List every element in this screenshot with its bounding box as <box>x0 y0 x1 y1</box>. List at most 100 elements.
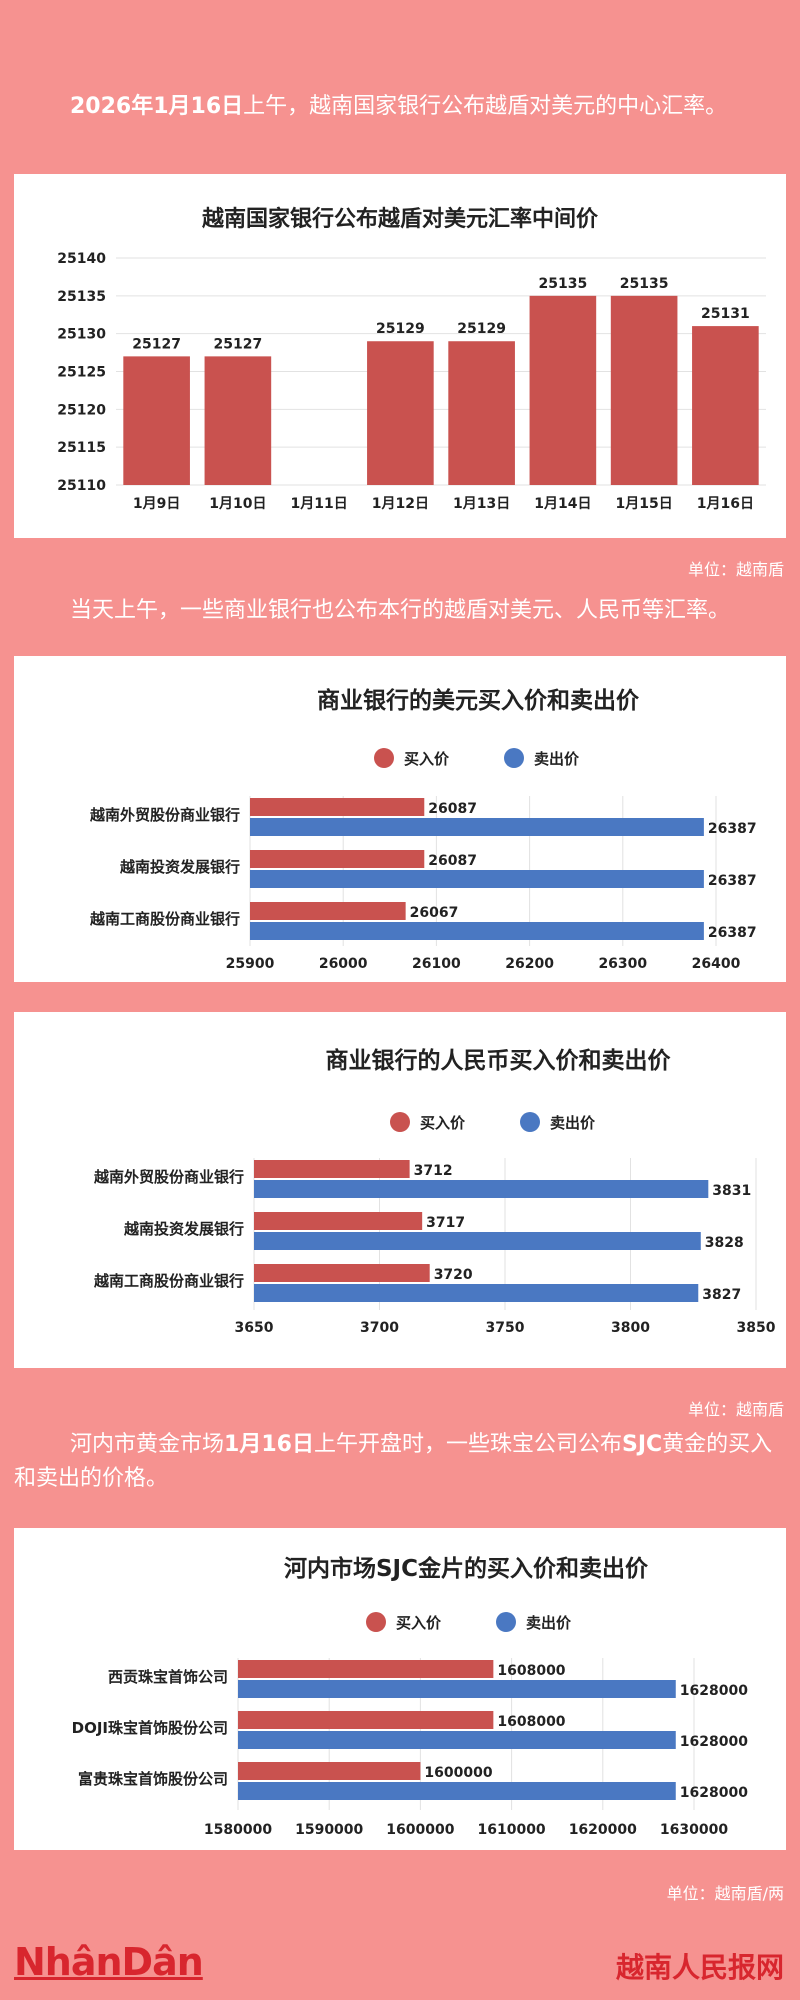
data-label: 1628000 <box>680 1785 748 1801</box>
bar-sell <box>254 1232 701 1250</box>
x-tick-label: 3700 <box>360 1320 399 1336</box>
intro-paragraph: 2026年1月16日上午，越南国家银行公布越盾对美元的中心汇率。 <box>14 90 786 124</box>
chart-card-gold: 河内市场SJC金片的买入价和卖出价买入价 卖出价 1580000 1590000 160… <box>14 1528 786 1850</box>
x-tick-label: 1月12日 <box>372 496 429 512</box>
bar-sell <box>254 1284 699 1302</box>
x-tick-label: 3650 <box>235 1320 274 1336</box>
x-tick-label: 1月14日 <box>534 496 591 512</box>
y-tick-label: 25140 <box>57 251 106 267</box>
category-label: 越南外贸股份商业银行 <box>93 1168 244 1186</box>
x-tick-label: 26200 <box>505 956 554 972</box>
legend-sell-label: 卖出价 <box>534 750 580 768</box>
x-tick-label: 3800 <box>611 1320 650 1336</box>
data-label: 26387 <box>708 873 757 889</box>
gold-sjc: SJC <box>621 1432 663 1457</box>
bar <box>610 295 678 485</box>
data-label: 26387 <box>708 821 757 837</box>
gold-text-3: 黄金的买入和卖出的价格。 <box>14 1432 773 1491</box>
bar-sell <box>250 818 704 836</box>
legend-sell-marker <box>504 748 524 768</box>
unit-label-gold: 单位：越南盾/两 <box>666 1884 784 1903</box>
bar-buy <box>238 1660 494 1678</box>
data-label: 3712 <box>414 1163 453 1179</box>
chart-title: 商业银行的美元买入价和卖出价 <box>317 687 640 714</box>
y-tick-label: 25110 <box>57 478 106 494</box>
data-label: 25129 <box>376 321 425 337</box>
gold-text-1: 河内市黄金市场 <box>70 1432 225 1457</box>
category-label: 越南工商股份商业银行 <box>93 1272 244 1290</box>
data-label: 1628000 <box>680 1683 748 1699</box>
central-rate-chart: 越南国家银行公布越盾对美元汇率中间价 25110 25115 25120 25125 25… <box>57 206 766 512</box>
x-tick-label: 1月13日 <box>453 496 510 512</box>
bar-sell <box>238 1680 676 1698</box>
legend-buy-label: 买入价 <box>396 1614 442 1632</box>
bar-buy <box>254 1212 423 1230</box>
chart-title: 商业银行的人民币买入价和卖出价 <box>326 1047 672 1074</box>
x-tick-label: 1600000 <box>386 1822 454 1838</box>
x-tick-label: 1月16日 <box>697 496 754 512</box>
data-label: 3827 <box>702 1287 741 1303</box>
data-label: 26387 <box>708 925 757 941</box>
x-tick-label: 25900 <box>226 956 275 972</box>
site-name[interactable]: 越南人民报网 <box>615 1951 784 1984</box>
gold-text-2: 上午开盘时，一些珠宝公司公布 <box>313 1432 622 1457</box>
x-tick-label: 1580000 <box>204 1822 272 1838</box>
paragraph-commercial-banks: 当天上午，一些商业银行也公布本行的越盾对美元、人民币等汇率。 <box>70 598 731 623</box>
x-tick-label: 1590000 <box>295 1822 363 1838</box>
bar-sell <box>250 922 704 940</box>
x-tick-label: 1月10日 <box>209 496 266 512</box>
bar-sell <box>250 870 704 888</box>
data-label: 26067 <box>410 905 459 921</box>
data-label: 25129 <box>457 321 506 337</box>
data-label: 1608000 <box>497 1714 565 1730</box>
bar-sell <box>254 1180 709 1198</box>
category-label: 越南外贸股份商业银行 <box>89 806 240 824</box>
bar <box>204 356 272 485</box>
x-tick-label: 1630000 <box>660 1822 728 1838</box>
y-tick-label: 25120 <box>57 402 106 418</box>
chart-card-central-rate: 越南国家银行公布越盾对美元汇率中间价 25110 25115 25120 25125 25… <box>14 174 786 538</box>
bar-buy <box>250 850 425 868</box>
category-label: 越南投资发展银行 <box>119 858 240 876</box>
chart-card-usd: 商业银行的美元买入价和卖出价 买入价 卖出价 25900 26000 26100 26200… <box>14 656 786 982</box>
data-label: 25131 <box>701 306 750 322</box>
chart-card-cny: 商业银行的人民币买入价和卖出价 买入价 卖出价 3650 3700 3750 3800 385… <box>14 1012 786 1368</box>
x-tick-label: 26100 <box>412 956 461 972</box>
bar-buy <box>238 1711 494 1729</box>
legend-buy-marker <box>366 1612 386 1632</box>
data-label: 3828 <box>705 1235 744 1251</box>
bar-sell <box>238 1731 676 1749</box>
bar-buy <box>250 902 406 920</box>
bar-buy <box>254 1160 410 1178</box>
data-label: 26087 <box>428 853 477 869</box>
data-label: 3717 <box>426 1215 465 1231</box>
data-label: 25127 <box>214 336 263 352</box>
chart-title: 河内市场SJC金片的买入价和卖出价 <box>284 1555 649 1582</box>
x-tick-label: 1月15日 <box>616 496 673 512</box>
y-tick-label: 25125 <box>57 365 106 381</box>
legend-sell-marker <box>496 1612 516 1632</box>
legend-buy-label: 买入价 <box>404 750 450 768</box>
data-label: 25127 <box>132 336 181 352</box>
nhandan-logo[interactable]: NhânDân <box>14 1940 204 1984</box>
y-tick-label: 25135 <box>57 289 106 305</box>
legend-sell-label: 卖出价 <box>526 1614 572 1632</box>
legend-sell-marker <box>520 1112 540 1132</box>
legend-sell-label: 卖出价 <box>550 1114 596 1132</box>
category-label: 越南工商股份商业银行 <box>89 910 240 928</box>
data-label: 26087 <box>428 801 477 817</box>
data-label: 1608000 <box>497 1663 565 1679</box>
intro-text: 上午，越南国家银行公布越盾对美元的中心汇率。 <box>243 94 728 119</box>
y-tick-label: 25115 <box>57 440 106 456</box>
legend-buy-label: 买入价 <box>420 1114 466 1132</box>
data-label: 3831 <box>712 1183 751 1199</box>
x-tick-label: 26400 <box>692 956 741 972</box>
chart-title: 越南国家银行公布越盾对美元汇率中间价 <box>201 206 599 232</box>
unit-label-1: 单位：越南盾 <box>687 560 784 579</box>
data-label: 1628000 <box>680 1734 748 1750</box>
bar-buy <box>254 1264 430 1282</box>
x-tick-label: 1610000 <box>477 1822 545 1838</box>
